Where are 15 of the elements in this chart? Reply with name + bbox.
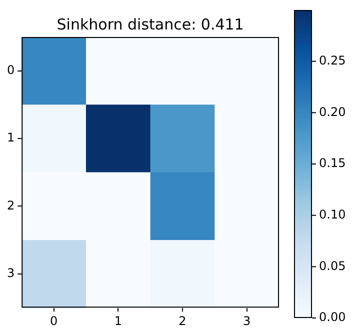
- color-bar-label: 0.10: [319, 207, 346, 222]
- x-tick-label: 0: [50, 314, 58, 328]
- color-bar-label: 0.20: [319, 104, 346, 119]
- color-bar-label: 0.25: [319, 53, 346, 68]
- y-tick-label: 3: [6, 266, 15, 280]
- chart-title: Sinkhorn distance: 0.411: [56, 15, 244, 34]
- color-bar-label: 0.15: [319, 156, 346, 170]
- color-bar-label: 0.05: [319, 258, 346, 273]
- y-tick-label: 0: [6, 62, 15, 77]
- y-tick-label: 2: [6, 198, 15, 212]
- color-bar-label: 0.00: [319, 310, 346, 324]
- x-tick-label: 2: [178, 314, 186, 328]
- x-tick-label: 3: [243, 314, 251, 328]
- y-tick-label: 1: [6, 130, 15, 145]
- x-tick-label: 1: [114, 314, 122, 328]
